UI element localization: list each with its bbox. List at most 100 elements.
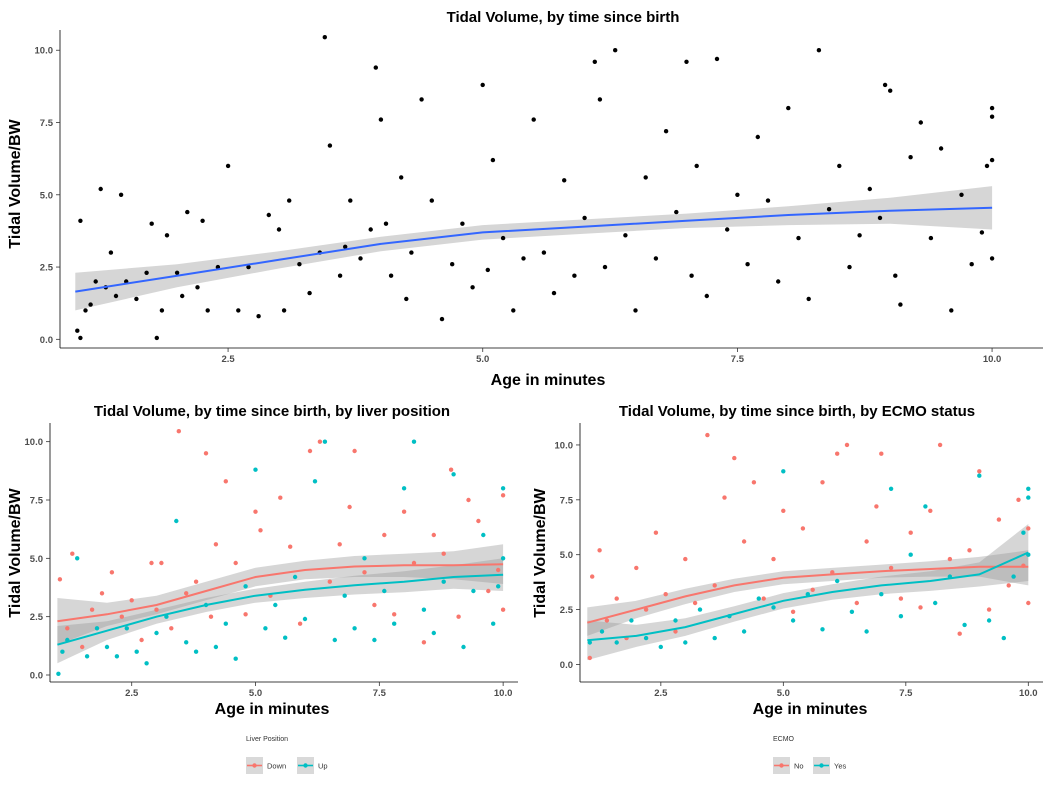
data-point bbox=[421, 640, 427, 645]
data-point bbox=[816, 48, 822, 53]
data-point bbox=[372, 602, 377, 608]
data-point bbox=[466, 497, 471, 503]
data-point bbox=[835, 451, 840, 456]
data-point bbox=[205, 308, 210, 313]
data-point bbox=[633, 308, 638, 313]
data-point bbox=[409, 250, 414, 255]
data-point bbox=[378, 117, 384, 122]
data-point bbox=[704, 293, 709, 299]
data-point bbox=[485, 267, 490, 273]
legend-label: No bbox=[794, 762, 804, 771]
data-point bbox=[154, 607, 159, 612]
data-point bbox=[431, 532, 436, 538]
data-point bbox=[292, 574, 298, 580]
data-point bbox=[297, 262, 302, 267]
trend-line bbox=[587, 565, 1029, 624]
data-point bbox=[551, 290, 557, 296]
plot-area: 2.5 5.0 7.5 10.0 0.0 2.5 5.0 7.5 10.0 bbox=[555, 423, 1043, 699]
data-point bbox=[989, 157, 995, 163]
data-point bbox=[623, 233, 628, 238]
data-point bbox=[263, 626, 268, 631]
x-tick-label: 10.0 bbox=[983, 354, 1002, 365]
data-point bbox=[347, 504, 352, 510]
data-point bbox=[307, 448, 313, 454]
y-tick-label: 10.0 bbox=[25, 437, 44, 448]
data-point bbox=[450, 262, 455, 267]
data-point bbox=[653, 530, 659, 535]
data-point bbox=[195, 285, 200, 290]
data-point bbox=[184, 591, 189, 596]
data-point bbox=[174, 518, 179, 524]
data-point bbox=[937, 442, 943, 448]
data-point bbox=[986, 607, 992, 612]
data-point bbox=[99, 591, 105, 596]
data-point bbox=[835, 578, 840, 584]
data-point bbox=[98, 186, 103, 192]
data-point bbox=[806, 296, 811, 302]
data-point bbox=[460, 221, 465, 226]
data-point bbox=[800, 526, 806, 531]
data-point bbox=[826, 207, 832, 212]
data-point bbox=[184, 640, 189, 645]
data-point bbox=[399, 175, 404, 180]
data-point bbox=[969, 262, 974, 267]
data-point bbox=[362, 556, 367, 561]
data-point bbox=[888, 565, 894, 571]
data-point bbox=[456, 614, 461, 619]
data-point bbox=[908, 552, 913, 557]
data-point bbox=[75, 328, 80, 333]
data-point bbox=[78, 335, 83, 341]
chart-title: Tidal Volume, by time since birth bbox=[447, 9, 680, 26]
data-point bbox=[256, 314, 261, 319]
data-point bbox=[959, 192, 964, 197]
data-point bbox=[273, 602, 278, 608]
y-tick-label: 5.0 bbox=[560, 550, 573, 561]
data-point bbox=[908, 530, 913, 535]
data-point bbox=[837, 163, 842, 169]
data-point bbox=[761, 596, 766, 601]
data-point bbox=[604, 618, 610, 623]
data-point bbox=[653, 256, 659, 261]
data-point bbox=[75, 556, 80, 561]
data-point bbox=[893, 273, 898, 278]
data-point bbox=[613, 48, 618, 53]
data-point bbox=[1021, 530, 1026, 535]
data-point bbox=[496, 584, 501, 589]
data-point bbox=[471, 588, 476, 594]
legend-key-point bbox=[779, 763, 784, 768]
data-point bbox=[1026, 495, 1031, 500]
x-tick-label: 7.5 bbox=[731, 354, 745, 365]
data-point bbox=[1026, 600, 1031, 606]
data-point bbox=[368, 227, 373, 232]
data-point bbox=[879, 592, 884, 597]
data-point bbox=[490, 157, 496, 163]
data-point bbox=[634, 565, 639, 571]
data-point bbox=[673, 629, 678, 634]
data-point bbox=[404, 296, 409, 302]
data-point bbox=[1026, 486, 1031, 491]
data-point bbox=[592, 59, 597, 64]
data-point bbox=[119, 614, 125, 619]
data-point bbox=[776, 279, 781, 284]
x-tick-label: 2.5 bbox=[654, 688, 668, 699]
data-point bbox=[159, 308, 165, 313]
data-point bbox=[411, 439, 417, 444]
data-point bbox=[967, 548, 972, 553]
legend-key-point bbox=[303, 763, 308, 768]
data-point bbox=[233, 560, 238, 566]
data-point bbox=[541, 250, 547, 255]
data-point bbox=[411, 560, 417, 566]
confidence-band bbox=[587, 550, 1029, 636]
data-point bbox=[781, 508, 786, 513]
data-point bbox=[223, 479, 228, 484]
data-point bbox=[849, 609, 855, 614]
plot-area: 2.5 5.0 7.5 10.0 0.0 2.5 5.0 7.5 10.0 bbox=[25, 423, 518, 699]
y-axis-label: Tidal Volume/BW bbox=[7, 488, 24, 618]
x-tick-label: 2.5 bbox=[221, 354, 235, 365]
data-point bbox=[372, 637, 377, 643]
data-point bbox=[989, 256, 995, 261]
data-point bbox=[879, 451, 884, 456]
data-point bbox=[392, 621, 397, 626]
data-point bbox=[712, 635, 717, 641]
data-point bbox=[144, 270, 149, 275]
